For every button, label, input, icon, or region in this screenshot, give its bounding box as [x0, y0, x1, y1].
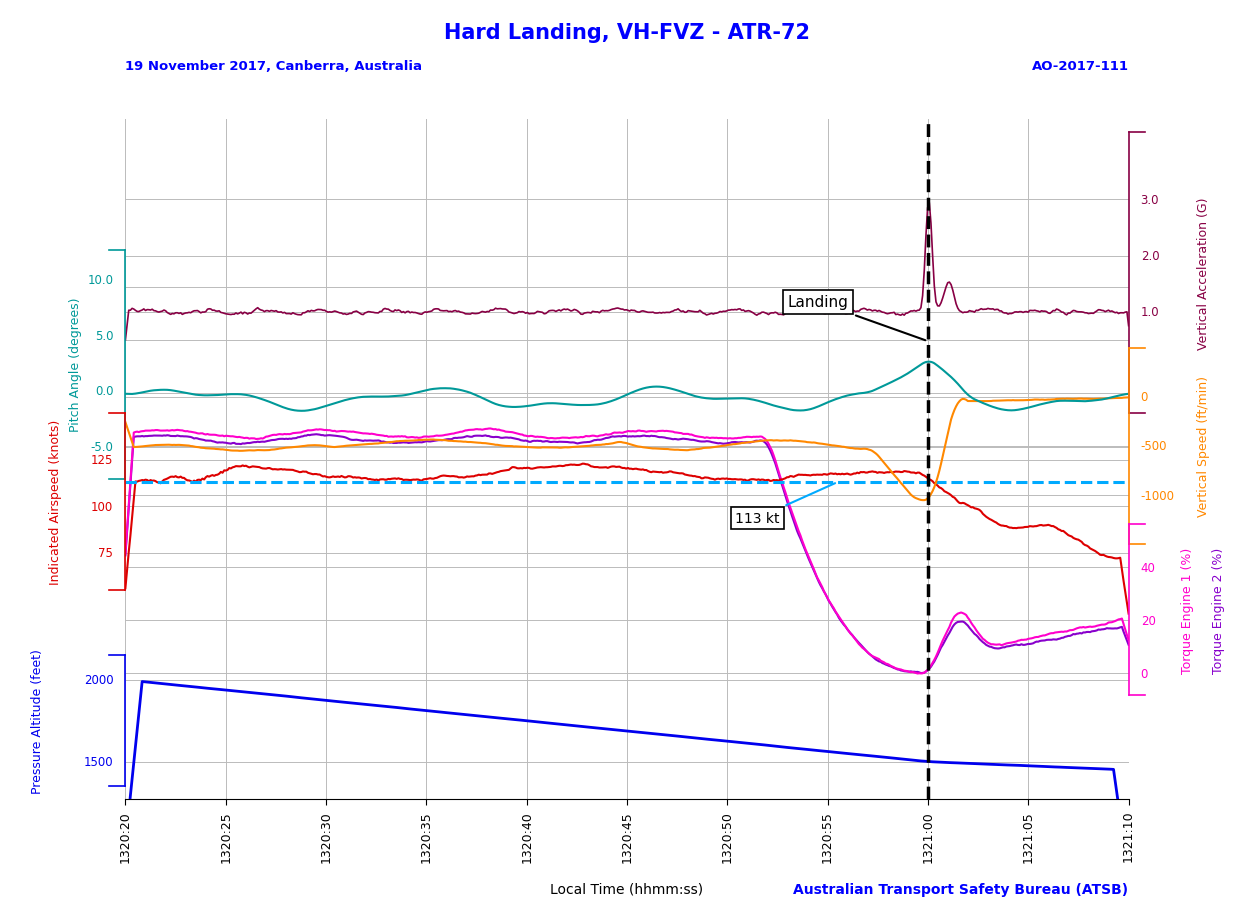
Text: Landing: Landing — [788, 295, 925, 341]
Text: 5.0: 5.0 — [95, 330, 113, 343]
Text: Pitch Angle (degrees): Pitch Angle (degrees) — [69, 298, 82, 432]
Text: 2.0: 2.0 — [1141, 250, 1159, 263]
Text: Indicated Airspeed (knots): Indicated Airspeed (knots) — [49, 419, 61, 584]
Text: Local Time (hhmm:ss): Local Time (hhmm:ss) — [551, 882, 703, 896]
Text: 125: 125 — [92, 454, 113, 467]
Text: -500: -500 — [1141, 440, 1167, 453]
Text: 2000: 2000 — [84, 674, 113, 686]
Text: 113 kt: 113 kt — [735, 483, 835, 526]
Text: AO-2017-111: AO-2017-111 — [1032, 60, 1129, 73]
Text: 100: 100 — [92, 500, 113, 513]
Text: 0: 0 — [1141, 391, 1147, 403]
Text: 0: 0 — [1141, 667, 1147, 680]
Text: 40: 40 — [1141, 561, 1155, 573]
Text: 75: 75 — [99, 547, 113, 560]
Text: Torque Engine 1 (%): Torque Engine 1 (%) — [1181, 547, 1194, 673]
Text: 20: 20 — [1141, 614, 1155, 627]
Text: Vertical Speed (ft/min): Vertical Speed (ft/min) — [1198, 376, 1210, 516]
Text: 0.0: 0.0 — [95, 385, 113, 398]
Text: 1500: 1500 — [84, 755, 113, 768]
Text: 10.0: 10.0 — [88, 274, 113, 287]
Text: Torque Engine 2 (%): Torque Engine 2 (%) — [1213, 547, 1225, 673]
Text: Pressure Altitude (feet): Pressure Altitude (feet) — [31, 649, 44, 793]
Text: -5.0: -5.0 — [90, 440, 113, 453]
Text: 19 November 2017, Canberra, Australia: 19 November 2017, Canberra, Australia — [125, 60, 423, 73]
Text: -1000: -1000 — [1141, 489, 1175, 502]
Text: 1.0: 1.0 — [1141, 306, 1159, 319]
Text: Vertical Acceleration (G): Vertical Acceleration (G) — [1198, 197, 1210, 349]
Text: 3.0: 3.0 — [1141, 194, 1159, 207]
Text: Hard Landing, VH-FVZ - ATR-72: Hard Landing, VH-FVZ - ATR-72 — [444, 23, 810, 43]
Text: Australian Transport Safety Bureau (ATSB): Australian Transport Safety Bureau (ATSB… — [794, 882, 1129, 896]
